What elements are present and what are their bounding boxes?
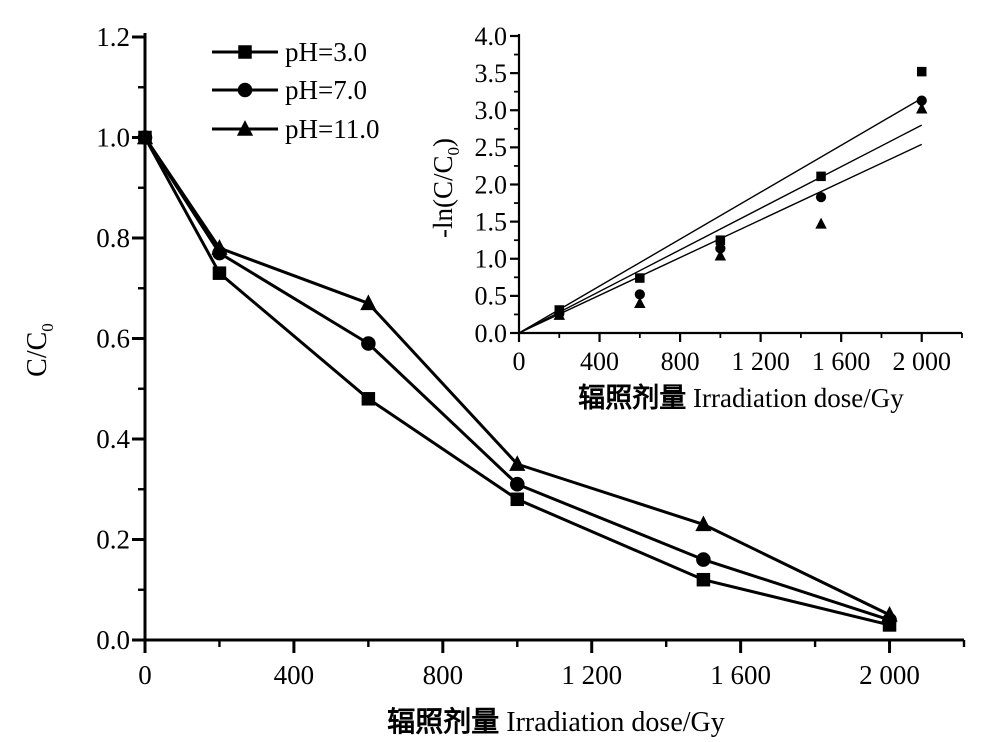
main-y-axis-title: C/C0 [22,323,57,377]
series-ph-3-0 [138,130,897,632]
x-tick-label: 400 [580,347,619,376]
y-tick-label: 0.0 [96,625,130,655]
x-tick-label: 1 200 [561,660,622,690]
legend: pH=3.0 pH=7.0 pH=11.0 [212,37,379,144]
x-tick-label: 1 600 [710,660,771,690]
square-marker [510,492,525,507]
triangle-marker [509,455,526,471]
square-marker [916,66,927,77]
series-ph-7-0-line [143,136,891,622]
square-marker [696,572,711,587]
y-tick-label: 2.5 [475,133,508,162]
series-ph-11-0-line [143,136,891,617]
fit-line-ph-3-0 [518,97,923,334]
triangle-marker [714,249,727,261]
legend-item-ph-7-0: pH=7.0 [212,75,367,105]
y-tick-label: 3.5 [475,59,508,88]
y-tick-label: 2.0 [475,170,508,199]
inset-x-ticks: 0 400 800 1 200 1 600 2 000 [513,333,963,376]
series-ph-3-0-line [143,136,890,627]
square-marker [635,273,645,283]
y-tick-label: 0.0 [475,319,508,348]
x-tick-label: 0 [138,660,152,690]
triangle-marker [136,128,154,145]
circle-marker [361,336,376,351]
triangle-marker [695,515,712,532]
x-tick-label: 1 200 [731,347,790,376]
triangle-marker [211,239,228,255]
triangle-marker [916,102,928,114]
circle-marker [237,82,253,98]
legend-item-ph-3-0: pH=3.0 [212,37,367,67]
triangle-marker [634,297,646,309]
circle-marker [509,476,525,492]
square-marker [238,45,252,59]
main-plot: 0 400 800 1 200 1 600 2 000 0.0 0.2 0.4 0.6 0.8 1.0… [22,22,966,738]
square-marker [816,171,826,182]
series-ph-3-0 [554,66,927,315]
legend-label: pH=11.0 [285,114,379,144]
x-tick-label: 1 600 [812,347,871,376]
inset-plot: 0 400 800 1 200 1 600 2 000 0.0 0.5 1.0 1.5 2.0 2.5… [428,22,963,413]
main-x-axis-title: 辐照剂量 Irradiation dose/Gy [387,706,725,738]
y-tick-label: 0.5 [475,282,508,311]
inset-y-ticks: 0.0 0.5 1.0 1.5 2.0 2.5 3.0 3.5 4.0 [475,22,519,348]
triangle-marker [553,308,565,320]
series-ph-7-0 [137,130,897,628]
square-marker [715,235,726,245]
x-tick-label: 400 [274,660,315,690]
triangle-marker [881,605,898,622]
x-tick-label: 2 000 [892,347,951,376]
y-tick-label: 0.6 [96,324,130,354]
circle-marker [916,95,927,106]
circle-marker [815,191,827,203]
y-tick-label: 1.5 [475,207,508,236]
circle-marker [634,289,645,300]
y-tick-label: 0.2 [96,525,130,555]
triangle-marker [815,217,827,229]
series-ph-11-0 [553,102,928,320]
legend-item-ph-11-0: pH=11.0 [212,114,379,144]
x-tick-label: 800 [423,660,464,690]
inset-axes [517,34,962,335]
x-tick-label: 2 000 [859,660,920,690]
y-tick-label: 0.4 [96,424,130,454]
square-marker [212,266,227,280]
legend-label: pH=3.0 [285,37,367,67]
square-marker [361,392,376,406]
y-tick-label: 1.0 [96,123,130,153]
inset-y-axis-title: -ln(C/C0) [428,138,463,238]
main-x-ticks: 0 400 800 1 200 1 600 2 000 [138,640,966,690]
y-tick-label: 1.0 [475,245,508,274]
inset-x-axis-title: 辐照剂量 Irradiation dose/Gy [578,383,904,413]
y-tick-label: 1.2 [96,22,130,52]
x-tick-label: 800 [661,347,700,376]
legend-label: pH=7.0 [285,75,367,105]
series-ph-11-0 [136,128,898,622]
fit-line-ph-7-0 [518,124,923,334]
circle-marker [696,552,711,567]
x-tick-label: 0 [513,347,526,376]
y-tick-label: 4.0 [475,22,508,51]
y-tick-label: 3.0 [475,96,508,125]
main-y-ticks: 0.0 0.2 0.4 0.6 0.8 1.0 1.2 [96,22,145,655]
y-tick-label: 0.8 [96,223,130,253]
circle-marker [715,243,726,254]
triangle-marker [360,294,377,311]
triangle-marker [236,120,254,136]
